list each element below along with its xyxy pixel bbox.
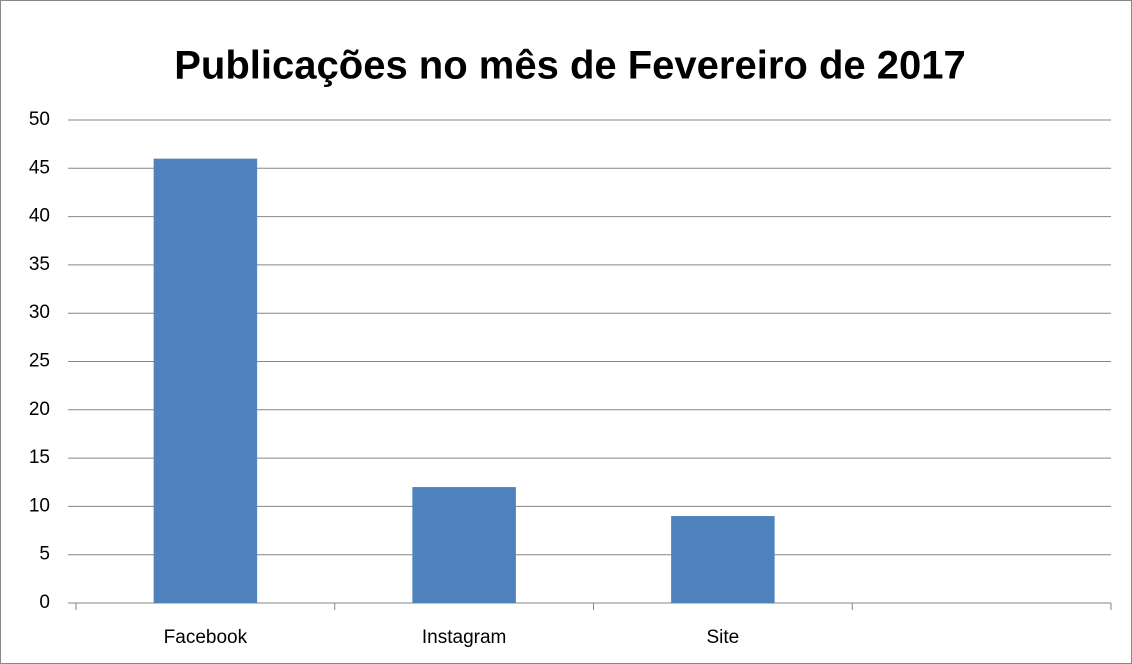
y-tick-label: 15	[29, 447, 50, 468]
bar	[671, 516, 775, 603]
bar	[153, 158, 258, 603]
y-tick-label: 40	[29, 206, 50, 227]
y-tick-label: 45	[29, 157, 50, 178]
x-tick-label: Instagram	[422, 627, 506, 648]
y-tick-label: 0	[39, 592, 50, 613]
x-tick-label: Facebook	[164, 627, 248, 648]
y-tick-label: 25	[29, 351, 50, 372]
y-tick-label: 30	[29, 302, 50, 323]
y-tick-label: 10	[29, 495, 50, 516]
y-tick-label: 20	[29, 399, 50, 420]
y-tick-label: 50	[29, 109, 50, 130]
bar	[412, 487, 516, 603]
y-tick-label: 35	[29, 254, 50, 275]
y-tick-label: 5	[39, 544, 50, 565]
chart-title: Publicações no mês de Fevereiro de 2017	[174, 44, 965, 88]
x-tick-label: Site	[707, 627, 740, 648]
